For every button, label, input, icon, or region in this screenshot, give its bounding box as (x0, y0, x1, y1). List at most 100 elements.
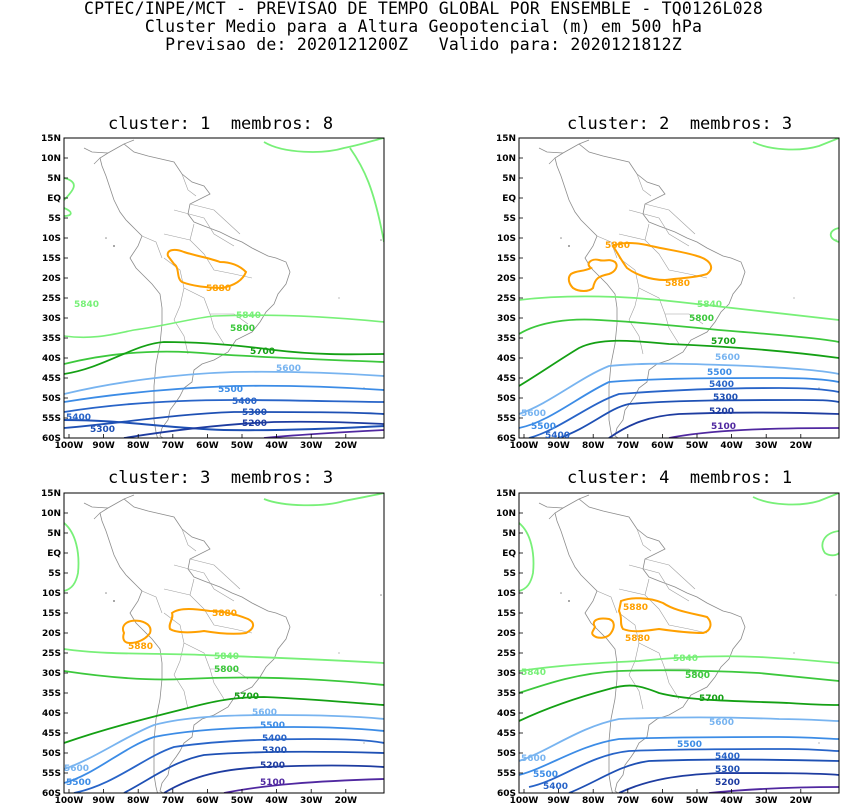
label-5840-east: 5840 (673, 654, 698, 664)
contour-5500 (519, 377, 839, 429)
lat-tick-label: 30S (42, 669, 61, 679)
contour-5800 (519, 669, 839, 694)
contour-5400 (528, 748, 839, 788)
lat-tick-label: 15S (42, 254, 61, 264)
lat-tick-label: 60S (497, 789, 516, 799)
landmass-outline (538, 494, 838, 793)
lat-tick-label: 55S (42, 414, 61, 424)
lat-tick-label: 45S (497, 729, 516, 739)
label-5600-west: 5600 (521, 409, 546, 419)
label-5880-west: 5880 (128, 642, 153, 652)
contour-5400 (73, 738, 384, 793)
lon-tick-label: 90W (547, 441, 570, 451)
lat-tick-label: EQ (47, 194, 61, 204)
contour-5600 (64, 370, 384, 395)
contour-5600 (519, 716, 839, 762)
lat-tick-label: 20S (42, 629, 61, 639)
lat-tick-label: 20S (42, 274, 61, 284)
panel-3-map: 15N10N5NEQ5S10S15S20S25S30S35S40S45S50S5… (41, 489, 385, 803)
lat-tick-label: EQ (502, 194, 516, 204)
lat-tick-label: 5N (47, 529, 61, 539)
contour-5880-east (168, 608, 254, 635)
lon-tick-label: 40W (720, 441, 743, 451)
axis-ticks: 15N10N5NEQ5S10S15S20S25S30S35S40S45S50S5… (41, 489, 357, 803)
label-5300-east: 5300 (242, 408, 267, 418)
lon-tick-label: 70W (617, 441, 640, 451)
label-5700: 5700 (234, 692, 259, 702)
lat-tick-label: 35S (42, 689, 61, 699)
label-5600-east: 5600 (709, 718, 734, 728)
lat-tick-label: 45S (42, 374, 61, 384)
label-5500: 5500 (218, 385, 243, 395)
contour-5900-east (821, 530, 839, 557)
label-5400-east: 5400 (232, 397, 257, 407)
contour-5840 (64, 314, 384, 339)
label-5800: 5800 (689, 314, 714, 324)
lat-tick-label: 10S (42, 589, 61, 599)
lon-tick-label: 60W (196, 796, 219, 803)
contour-5800 (64, 670, 384, 686)
lat-tick-label: EQ (502, 549, 516, 559)
label-5600-east: 5600 (252, 708, 277, 718)
lat-tick-label: 25S (497, 649, 516, 659)
contour-5880-west (122, 619, 152, 645)
lon-tick-label: 20W (335, 441, 358, 451)
label-5400-west: 5400 (543, 782, 568, 792)
lat-tick-label: 40S (42, 709, 61, 719)
contour-5900-east (349, 147, 384, 243)
contour-5700 (64, 696, 384, 744)
lat-tick-label: 5S (503, 569, 516, 579)
contour-5300 (568, 758, 839, 793)
contour-5700 (519, 339, 839, 387)
contour-5500 (519, 736, 839, 776)
lat-tick-label: 20S (497, 629, 516, 639)
contour-5700 (64, 341, 384, 375)
panel-1-map: 15N 10N 5N EQ 5S 10S 15S 20S 25S 30S 35S 40S 45S 50S 5… (41, 134, 385, 451)
contour-5900-west (64, 177, 75, 217)
lat-tick-label: 35S (497, 334, 516, 344)
lat-tick-label: 25S (42, 294, 61, 304)
lat-tick-label: 55S (497, 769, 516, 779)
lon-tick-label: 90W (92, 796, 115, 803)
lat-tick-label: 15S (497, 609, 516, 619)
lon-tick-label: 20W (790, 441, 813, 451)
contour-5900-east (829, 227, 839, 243)
contour-5900-north (263, 493, 384, 507)
label-5500-west: 5500 (66, 778, 91, 788)
contour-5300 (64, 411, 384, 429)
lat-tick-label: 45S (497, 374, 516, 384)
lat-tick-label: 5N (47, 174, 61, 184)
panel-2-map: 15N 10N 5N EQ 5S 10S 15S 20S 25S 30S 35S 40S 45S 50S 5… (496, 134, 840, 451)
lon-tick-label: 40W (720, 796, 743, 803)
map-frame (63, 137, 385, 439)
lat-tick-label: 50S (497, 394, 516, 404)
lat-tick-label: 5N (502, 529, 516, 539)
lat-tick-label: 50S (42, 394, 61, 404)
label-5300: 5300 (715, 765, 740, 775)
contour-5100 (223, 778, 384, 793)
contour-5100 (708, 786, 839, 793)
lon-tick-label: 50W (231, 796, 254, 803)
contour-5500 (64, 384, 384, 403)
lat-tick-label: 35S (42, 334, 61, 344)
lat-tick-label: 60S (42, 434, 61, 444)
label-5840: 5840 (697, 300, 722, 310)
lon-tick-label: 50W (686, 441, 709, 451)
label-5600: 5600 (276, 364, 301, 374)
lon-tick-label: 30W (300, 441, 323, 451)
contour-5840 (64, 648, 384, 664)
label-5700: 5700 (250, 347, 275, 357)
map-frame (518, 492, 840, 794)
header-line-3: Previsao de: 2020121200Z Valido para: 20… (165, 35, 682, 54)
lat-tick-label: 15N (496, 489, 516, 499)
panel-1-title: cluster: 1 membros: 8 (108, 114, 334, 134)
lon-tick-label: 40W (265, 441, 288, 451)
axis-ticks: 15N10N5NEQ5S10S15S20S25S30S35S40S45S50S5… (496, 489, 812, 803)
figure-header: CPTEC/INPE/MCT - PREVISAO DE TEMPO GLOBA… (0, 0, 847, 54)
lat-tick-label: 60S (497, 434, 516, 444)
lon-tick-label: 60W (196, 441, 219, 451)
label-5400-west: 5400 (66, 413, 91, 423)
label-5500-east: 5500 (707, 368, 732, 378)
lat-tick-label: 55S (42, 769, 61, 779)
contour-5900-west (64, 522, 80, 592)
